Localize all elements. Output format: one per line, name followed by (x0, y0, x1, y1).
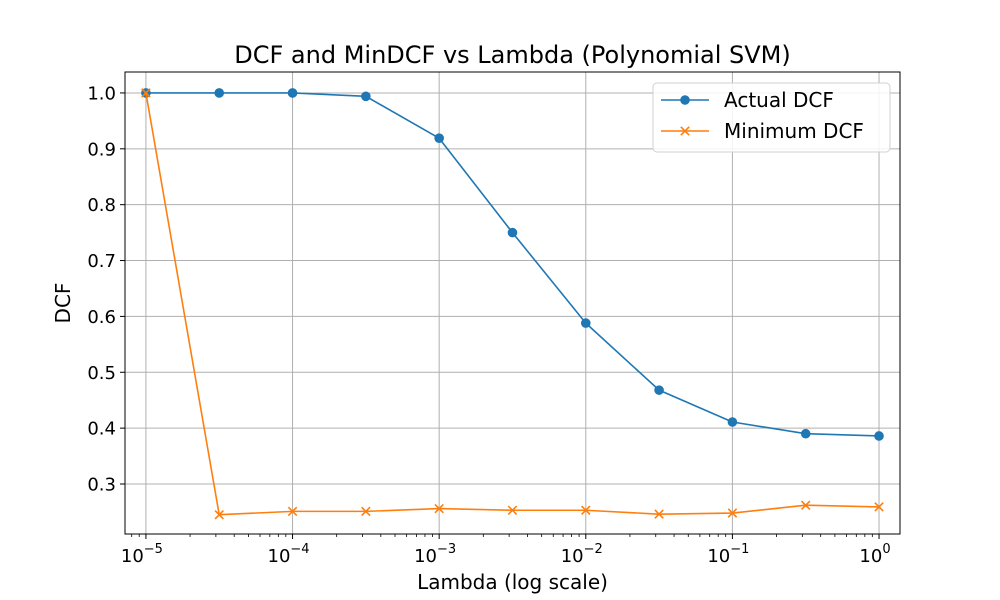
x-tick-base: 10 (268, 546, 291, 567)
x-tick-label: 100 (859, 542, 890, 567)
x-tick-label: 10−1 (707, 542, 749, 567)
x-tick-label: 10−5 (121, 542, 163, 567)
data-point (287, 506, 298, 517)
data-point (800, 500, 811, 510)
y-tick-label: 0.3 (87, 475, 116, 496)
legend-label: Minimum DCF (724, 119, 864, 143)
y-tick-label: 0.6 (87, 307, 116, 328)
x-tick-exponent: 0 (882, 542, 890, 557)
legend-box (652, 82, 891, 153)
x-tick-exponent: −3 (437, 542, 456, 557)
data-point (434, 503, 444, 514)
legend: Actual DCF Minimum DCF (652, 82, 891, 153)
data-point (581, 505, 591, 516)
y-tick-label: 0.5 (87, 363, 116, 384)
data-point (580, 318, 591, 328)
data-point (214, 509, 224, 520)
series-2 (141, 88, 884, 520)
data-point (654, 385, 664, 395)
legend-label: Actual DCF (724, 88, 834, 112)
y-axis-label: DCF (51, 283, 75, 324)
y-tick-label: 0.9 (87, 139, 116, 160)
data-point (727, 508, 738, 518)
x-tick-base: 10 (414, 546, 437, 567)
data-point (507, 227, 518, 238)
x-axis: 10−5 10−4 10−3 10−2 10−1 100 (121, 534, 891, 567)
x-tick-exponent: −1 (730, 542, 749, 557)
y-tick-label: 0.8 (87, 195, 116, 216)
series-1 (141, 88, 884, 441)
series-layer (141, 88, 884, 520)
data-point (287, 88, 298, 98)
x-tick-base: 10 (707, 546, 730, 567)
data-point (361, 91, 371, 102)
data-point (654, 509, 664, 519)
data-point (214, 88, 225, 98)
legend-marker (680, 95, 690, 105)
x-tick-exponent: −4 (290, 542, 309, 557)
x-tick-exponent: −5 (144, 542, 163, 557)
x-tick-base: 10 (561, 546, 584, 567)
data-point (361, 506, 371, 517)
data-point (141, 88, 151, 98)
chart-title: DCF and MinDCF vs Lambda (Polynomial SVM… (234, 41, 791, 69)
x-tick-label: 10−4 (268, 542, 310, 567)
x-tick-base: 10 (121, 546, 144, 567)
x-tick-base: 10 (859, 546, 882, 567)
data-point (434, 133, 444, 143)
y-tick-label: 1.0 (87, 83, 116, 104)
data-point (727, 417, 738, 427)
data-point (874, 502, 884, 512)
legend-marker (680, 126, 690, 136)
y-tick-label: 0.4 (87, 419, 116, 440)
x-tick-exponent: −2 (584, 542, 603, 557)
y-axis: 0.3 0.4 0.5 0.6 0.7 0.8 0.9 1.0 (87, 83, 125, 496)
y-tick-label: 0.7 (87, 251, 116, 272)
legend-item: Minimum DCF (661, 119, 864, 143)
plot-frame (124, 71, 901, 535)
data-point (874, 431, 884, 441)
data-point (507, 505, 518, 516)
x-tick-label: 10−3 (414, 542, 456, 567)
data-point (800, 428, 811, 439)
x-tick-label: 10−2 (561, 542, 603, 567)
x-axis-label: Lambda (log scale) (417, 570, 608, 594)
legend-item: Actual DCF (661, 88, 834, 112)
